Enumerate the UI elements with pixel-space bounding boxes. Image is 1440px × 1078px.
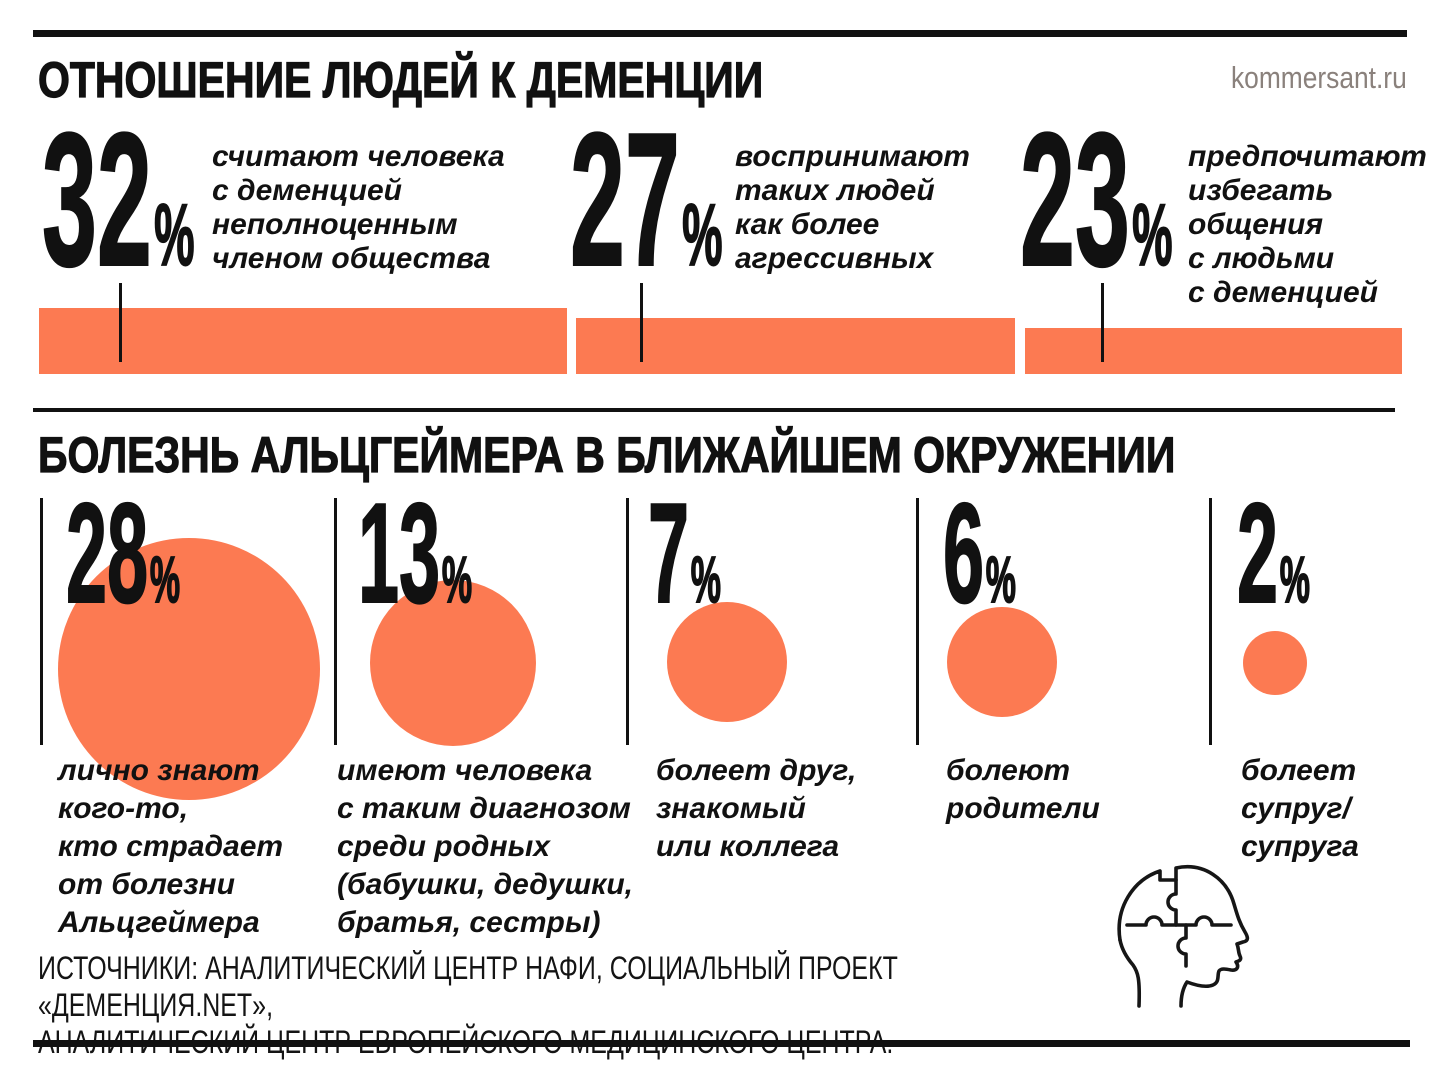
stat-number: 32 [41,94,152,306]
section1-title: ОТНОШЕНИЕ ЛЮДЕЙ К ДЕМЕНЦИИ [38,51,764,108]
bottom-rule [33,1040,1410,1047]
bubble-28 [58,538,320,800]
bubble-6 [947,607,1057,717]
stat-value: 32% [41,104,195,296]
percent-sign: % [1279,543,1310,616]
group-rule [1209,498,1212,745]
stat-value: 23% [1019,104,1173,296]
percent-sign: % [985,543,1016,616]
stat-label: считают человека с деменцией неполноценн… [212,140,505,275]
pointer-line [1101,283,1104,362]
percent-sign: % [441,543,473,616]
percent-sign: % [154,186,195,284]
stat-value: 6% [942,482,1016,626]
percent-sign: % [682,186,723,284]
bubble-caption: болеет друг, знакомый или коллега [656,754,857,863]
percent-sign: % [1132,186,1173,284]
bubble-13 [370,580,536,746]
stat-label: воспринимают таких людей как более агрес… [735,140,970,275]
group-rule [626,498,629,745]
bubble-caption: болеют родители [946,754,1100,825]
stat-number: 23 [1019,94,1130,306]
bar-27 [576,318,1015,374]
stat-value: 13% [357,482,473,626]
stat-number: 7 [647,474,690,633]
group-rule [916,498,919,745]
bubble-caption: болеет супруг/ супруга [1241,754,1359,863]
bar-23 [1025,328,1402,374]
bubble-7 [667,602,787,722]
stat-number: 27 [569,94,680,306]
pointer-line [119,283,122,362]
stat-number: 28 [65,474,149,633]
brain-puzzle-icon [1117,865,1250,1008]
group-rule [334,498,337,745]
group-rule [40,498,43,745]
section-divider [33,408,1395,412]
bubble-caption: лично знают кого-то, кто страдает от бол… [58,754,284,939]
stat-label: предпочитают избегать общения с людьми с… [1188,140,1427,309]
stat-number: 13 [357,474,441,633]
stat-value: 27% [569,104,723,296]
top-rule [33,30,1407,37]
stat-value: 2% [1236,482,1310,626]
percent-sign: % [149,543,181,616]
pointer-line [640,283,643,362]
percent-sign: % [690,543,721,616]
stat-value: 7% [647,482,721,626]
stat-value: 28% [65,482,181,626]
brand-watermark: kommersant.ru [1231,60,1407,95]
bubble-caption: имеют человека с таким диагнозом среди р… [337,754,634,939]
section2-title: БОЛЕЗНЬ АЛЬЦГЕЙМЕРА В БЛИЖАЙШЕМ ОКРУЖЕНИ… [38,426,1176,483]
bar-32 [39,308,567,374]
bubble-2 [1243,631,1307,695]
stat-number: 6 [942,474,985,633]
stat-number: 2 [1236,474,1279,633]
